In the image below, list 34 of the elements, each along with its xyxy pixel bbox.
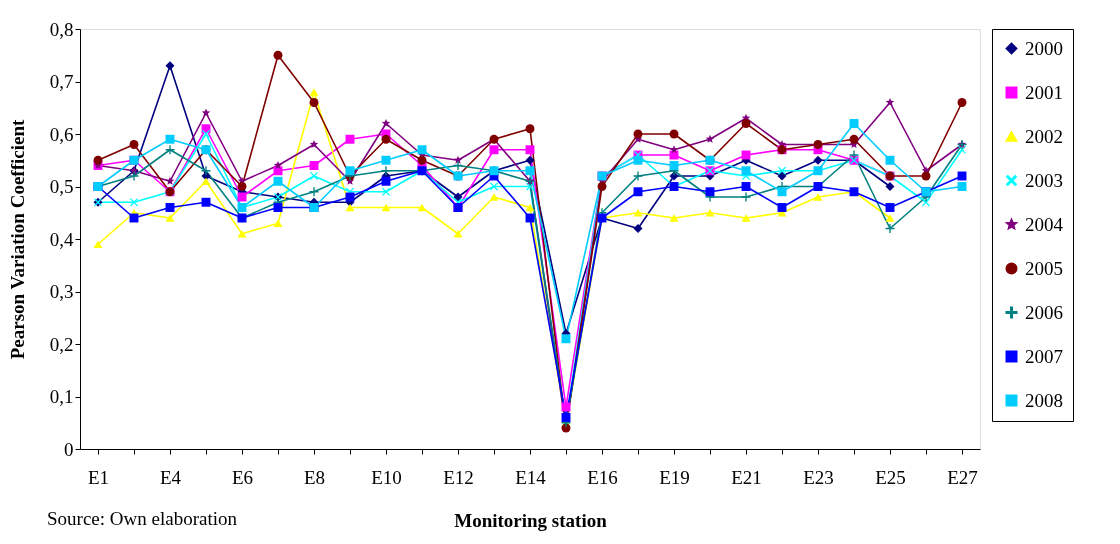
- y-tick-label: 0: [64, 438, 74, 460]
- y-tick-label: 0,8: [49, 18, 74, 40]
- x-axis-title: Monitoring station: [454, 509, 608, 531]
- legend-label: 2002: [1025, 125, 1063, 147]
- legend-label: 2004: [1025, 213, 1064, 235]
- legend-label: 2001: [1025, 81, 1063, 103]
- x-tick-label: E12: [443, 466, 474, 488]
- x-tick-label: E1: [87, 466, 110, 488]
- y-tick-label: 0,6: [49, 123, 74, 145]
- legend-label: 2003: [1025, 169, 1063, 191]
- x-tick-label: E27: [947, 466, 978, 488]
- x-tick-label: E16: [587, 466, 618, 488]
- x-tick-label: E6: [231, 466, 254, 488]
- source-note: Source: Own elaboration: [47, 508, 238, 529]
- legend-label: 2005: [1025, 257, 1063, 279]
- y-tick-label: 0,4: [49, 228, 74, 250]
- x-tick-label: E21: [731, 466, 762, 488]
- legend-label: 2006: [1025, 301, 1063, 323]
- x-tick-label: E19: [659, 466, 690, 488]
- y-tick-label: 0,2: [49, 333, 74, 355]
- x-tick-label: E14: [515, 466, 547, 488]
- x-tick-label: E23: [803, 466, 834, 488]
- y-tick-label: 0,3: [49, 281, 74, 302]
- x-tick-label: E4: [159, 466, 182, 488]
- legend-label: 2007: [1025, 345, 1063, 367]
- x-tick-label: E10: [371, 466, 402, 488]
- y-tick-label: 0,7: [49, 71, 74, 92]
- legend-label: 2008: [1025, 389, 1063, 411]
- legend-label: 2000: [1025, 37, 1063, 59]
- y-axis-title: Pearson Variation Coefficient: [6, 119, 28, 360]
- x-tick-label: E25: [875, 466, 906, 488]
- y-tick-label: 0,1: [49, 386, 74, 407]
- x-tick-label: E8: [303, 466, 326, 488]
- y-tick-label: 0,5: [49, 176, 74, 197]
